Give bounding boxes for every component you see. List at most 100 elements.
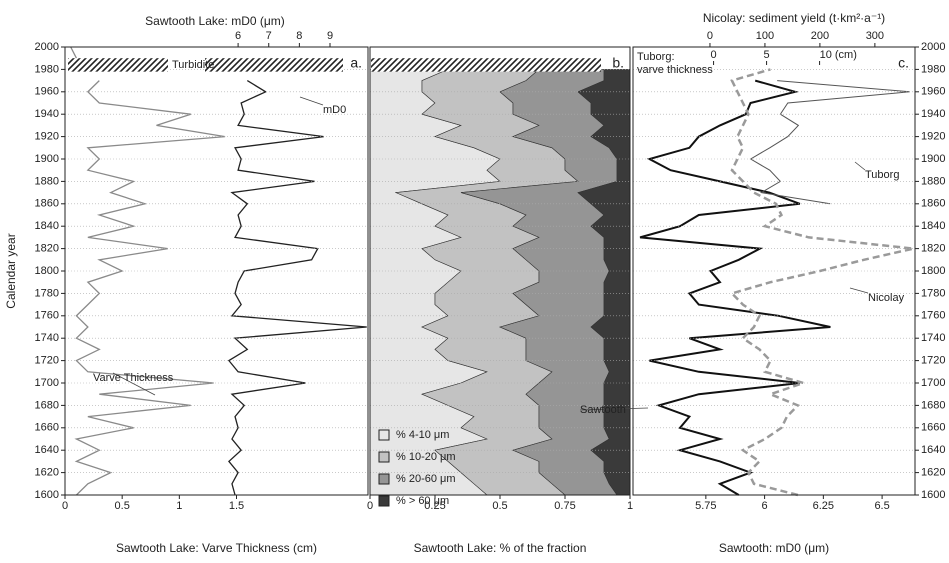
legend-label: % 4-10 μm <box>396 429 449 441</box>
frame <box>632 46 916 496</box>
y-tick-label: 1660 <box>35 422 59 434</box>
y-tick-label: 1800 <box>35 265 59 277</box>
leader <box>112 372 156 396</box>
x-axis-title: Sawtooth Lake: % of the fraction <box>414 541 587 555</box>
series-label: Sawtooth <box>580 404 626 416</box>
y-tick-label: 1620 <box>921 467 945 479</box>
legend-swatch <box>378 495 390 507</box>
legend-swatch <box>378 429 390 441</box>
y-tick-label: 1700 <box>921 377 945 389</box>
line <box>749 80 910 205</box>
turbidite <box>68 58 168 72</box>
x-tick-label: 6.25 <box>813 500 834 512</box>
y-tick-label: 1740 <box>921 332 945 344</box>
y-tick-label: 1780 <box>921 287 945 299</box>
x-tick-label: 6 <box>762 500 768 512</box>
panel: 1600162016401660168017001720174017601780… <box>4 14 369 555</box>
y-tick-label: 1960 <box>35 86 59 98</box>
x2-tick-label: 8 <box>296 30 302 42</box>
frame <box>64 46 369 496</box>
y-tick-label: 1620 <box>35 467 59 479</box>
x3-axis-title: varve thickness <box>637 64 713 76</box>
y-tick-label: 1600 <box>921 489 945 501</box>
x2-tick-label: 200 <box>811 30 829 42</box>
x-tick-label: 1 <box>627 500 633 512</box>
line <box>227 80 367 496</box>
y-tick-label: 1960 <box>921 86 945 98</box>
y-tick-label: 1640 <box>35 444 59 456</box>
x3-tick-label: 0 <box>711 49 717 61</box>
y-tick-label: 1660 <box>921 422 945 434</box>
y-tick-label: 1880 <box>921 175 945 187</box>
y-tick-label: 1900 <box>921 153 945 165</box>
y-tick-label: 1920 <box>35 131 59 143</box>
y-axis-title: Calendar year <box>4 233 18 308</box>
x2-tick-label: 300 <box>866 30 884 42</box>
x-tick-label: 5.75 <box>695 500 716 512</box>
x-tick-label: 1.5 <box>229 500 244 512</box>
x-tick-label: 0 <box>367 500 373 512</box>
y-tick-label: 2000 <box>921 41 945 53</box>
panel-label: a. <box>350 55 362 71</box>
leader <box>579 407 649 411</box>
turbidite <box>371 58 601 72</box>
x-tick-label: 0.75 <box>554 500 575 512</box>
panel: 0 0.25 0.5 0.75 1 Sawtooth Lake: % of the fra… <box>367 46 633 555</box>
y-tick-label: 1940 <box>35 108 59 120</box>
y-tick-label: 1600 <box>35 489 59 501</box>
leader <box>849 287 869 294</box>
x2-tick-label: 7 <box>266 30 272 42</box>
x3-tick-label: 10 (cm) <box>820 49 857 61</box>
y-tick-label: 1880 <box>35 175 59 187</box>
line <box>729 68 914 497</box>
leader <box>299 96 324 106</box>
x2-axis-title: Nicolay: sediment yield (t·km²·a⁻¹) <box>703 11 885 25</box>
x2-tick-label: 0 <box>707 30 713 42</box>
y-tick-label: 1860 <box>35 198 59 210</box>
x3-tick-label: 5 <box>764 49 770 61</box>
x-tick-label: 1 <box>176 500 182 512</box>
y-tick-label: 1820 <box>921 243 945 255</box>
x-axis-title: Sawtooth Lake: Varve Thickness (cm) <box>116 541 317 555</box>
y-tick-label: 1860 <box>921 198 945 210</box>
legend-label: % 20-60 μm <box>396 473 456 485</box>
y-tick-label: 1980 <box>35 63 59 75</box>
legend-swatch <box>378 473 390 485</box>
y-tick-label: 1820 <box>35 243 59 255</box>
legend-label: % > 60 μm <box>396 495 449 507</box>
y-tick-label: 1760 <box>35 310 59 322</box>
x2-tick-label: 100 <box>756 30 774 42</box>
x2-tick-label: 9 <box>327 30 333 42</box>
panel-label: b. <box>612 55 624 71</box>
y-tick-label: 1780 <box>35 287 59 299</box>
panel: 1600162016401660168017001720174017601780… <box>579 11 945 555</box>
y-tick-label: 1680 <box>35 399 59 411</box>
panel-label: c. <box>898 55 909 71</box>
line <box>70 46 78 59</box>
y-tick-label: 1720 <box>35 355 59 367</box>
x-tick-label: 0.5 <box>115 500 130 512</box>
y-tick-label: 1640 <box>921 444 945 456</box>
line <box>74 80 226 496</box>
legend-label: % 10-20 μm <box>396 451 456 463</box>
y-tick-label: 1760 <box>921 310 945 322</box>
y-tick-label: 1940 <box>921 108 945 120</box>
y-tick-label: 2000 <box>35 41 59 53</box>
series-label: Varve Thickness <box>93 372 174 384</box>
x3-axis-title: Tuborg: <box>637 51 675 63</box>
y-tick-label: 1720 <box>921 355 945 367</box>
x-tick-label: 6.5 <box>874 500 889 512</box>
y-tick-label: 1840 <box>921 220 945 232</box>
series-label: Nicolay <box>868 292 905 304</box>
series-label: Tuborg <box>865 169 899 181</box>
y-tick-label: 1840 <box>35 220 59 232</box>
leader <box>854 161 866 171</box>
legend-swatch <box>378 451 390 463</box>
y-tick-label: 1980 <box>921 63 945 75</box>
y-tick-label: 1920 <box>921 131 945 143</box>
y-tick-label: 1700 <box>35 377 59 389</box>
y-tick-label: 1800 <box>921 265 945 277</box>
x2-axis-title: Sawtooth Lake: mD0 (μm) <box>145 14 285 28</box>
